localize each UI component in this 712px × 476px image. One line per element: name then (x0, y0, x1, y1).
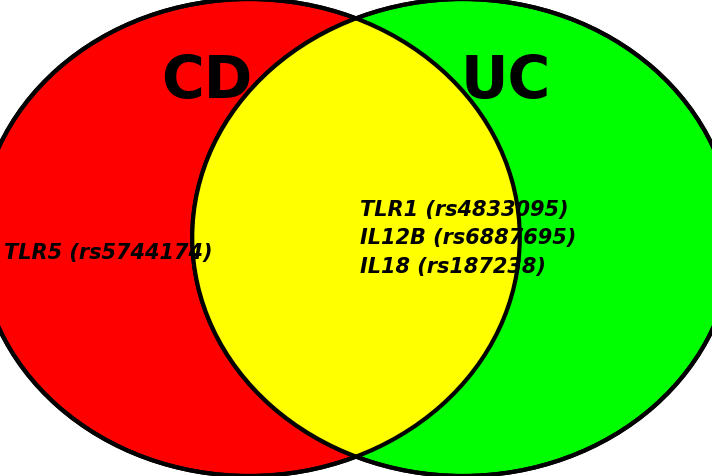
Text: UC: UC (461, 52, 550, 109)
Text: TLR5 (rs5744174): TLR5 (rs5744174) (4, 242, 212, 262)
Text: CD: CD (161, 52, 252, 109)
Ellipse shape (192, 0, 712, 476)
Ellipse shape (0, 0, 520, 476)
Ellipse shape (0, 0, 520, 476)
Text: TLR1 (rs4833095)
IL12B (rs6887695)
IL18 (rs187238): TLR1 (rs4833095) IL12B (rs6887695) IL18 … (360, 200, 576, 276)
